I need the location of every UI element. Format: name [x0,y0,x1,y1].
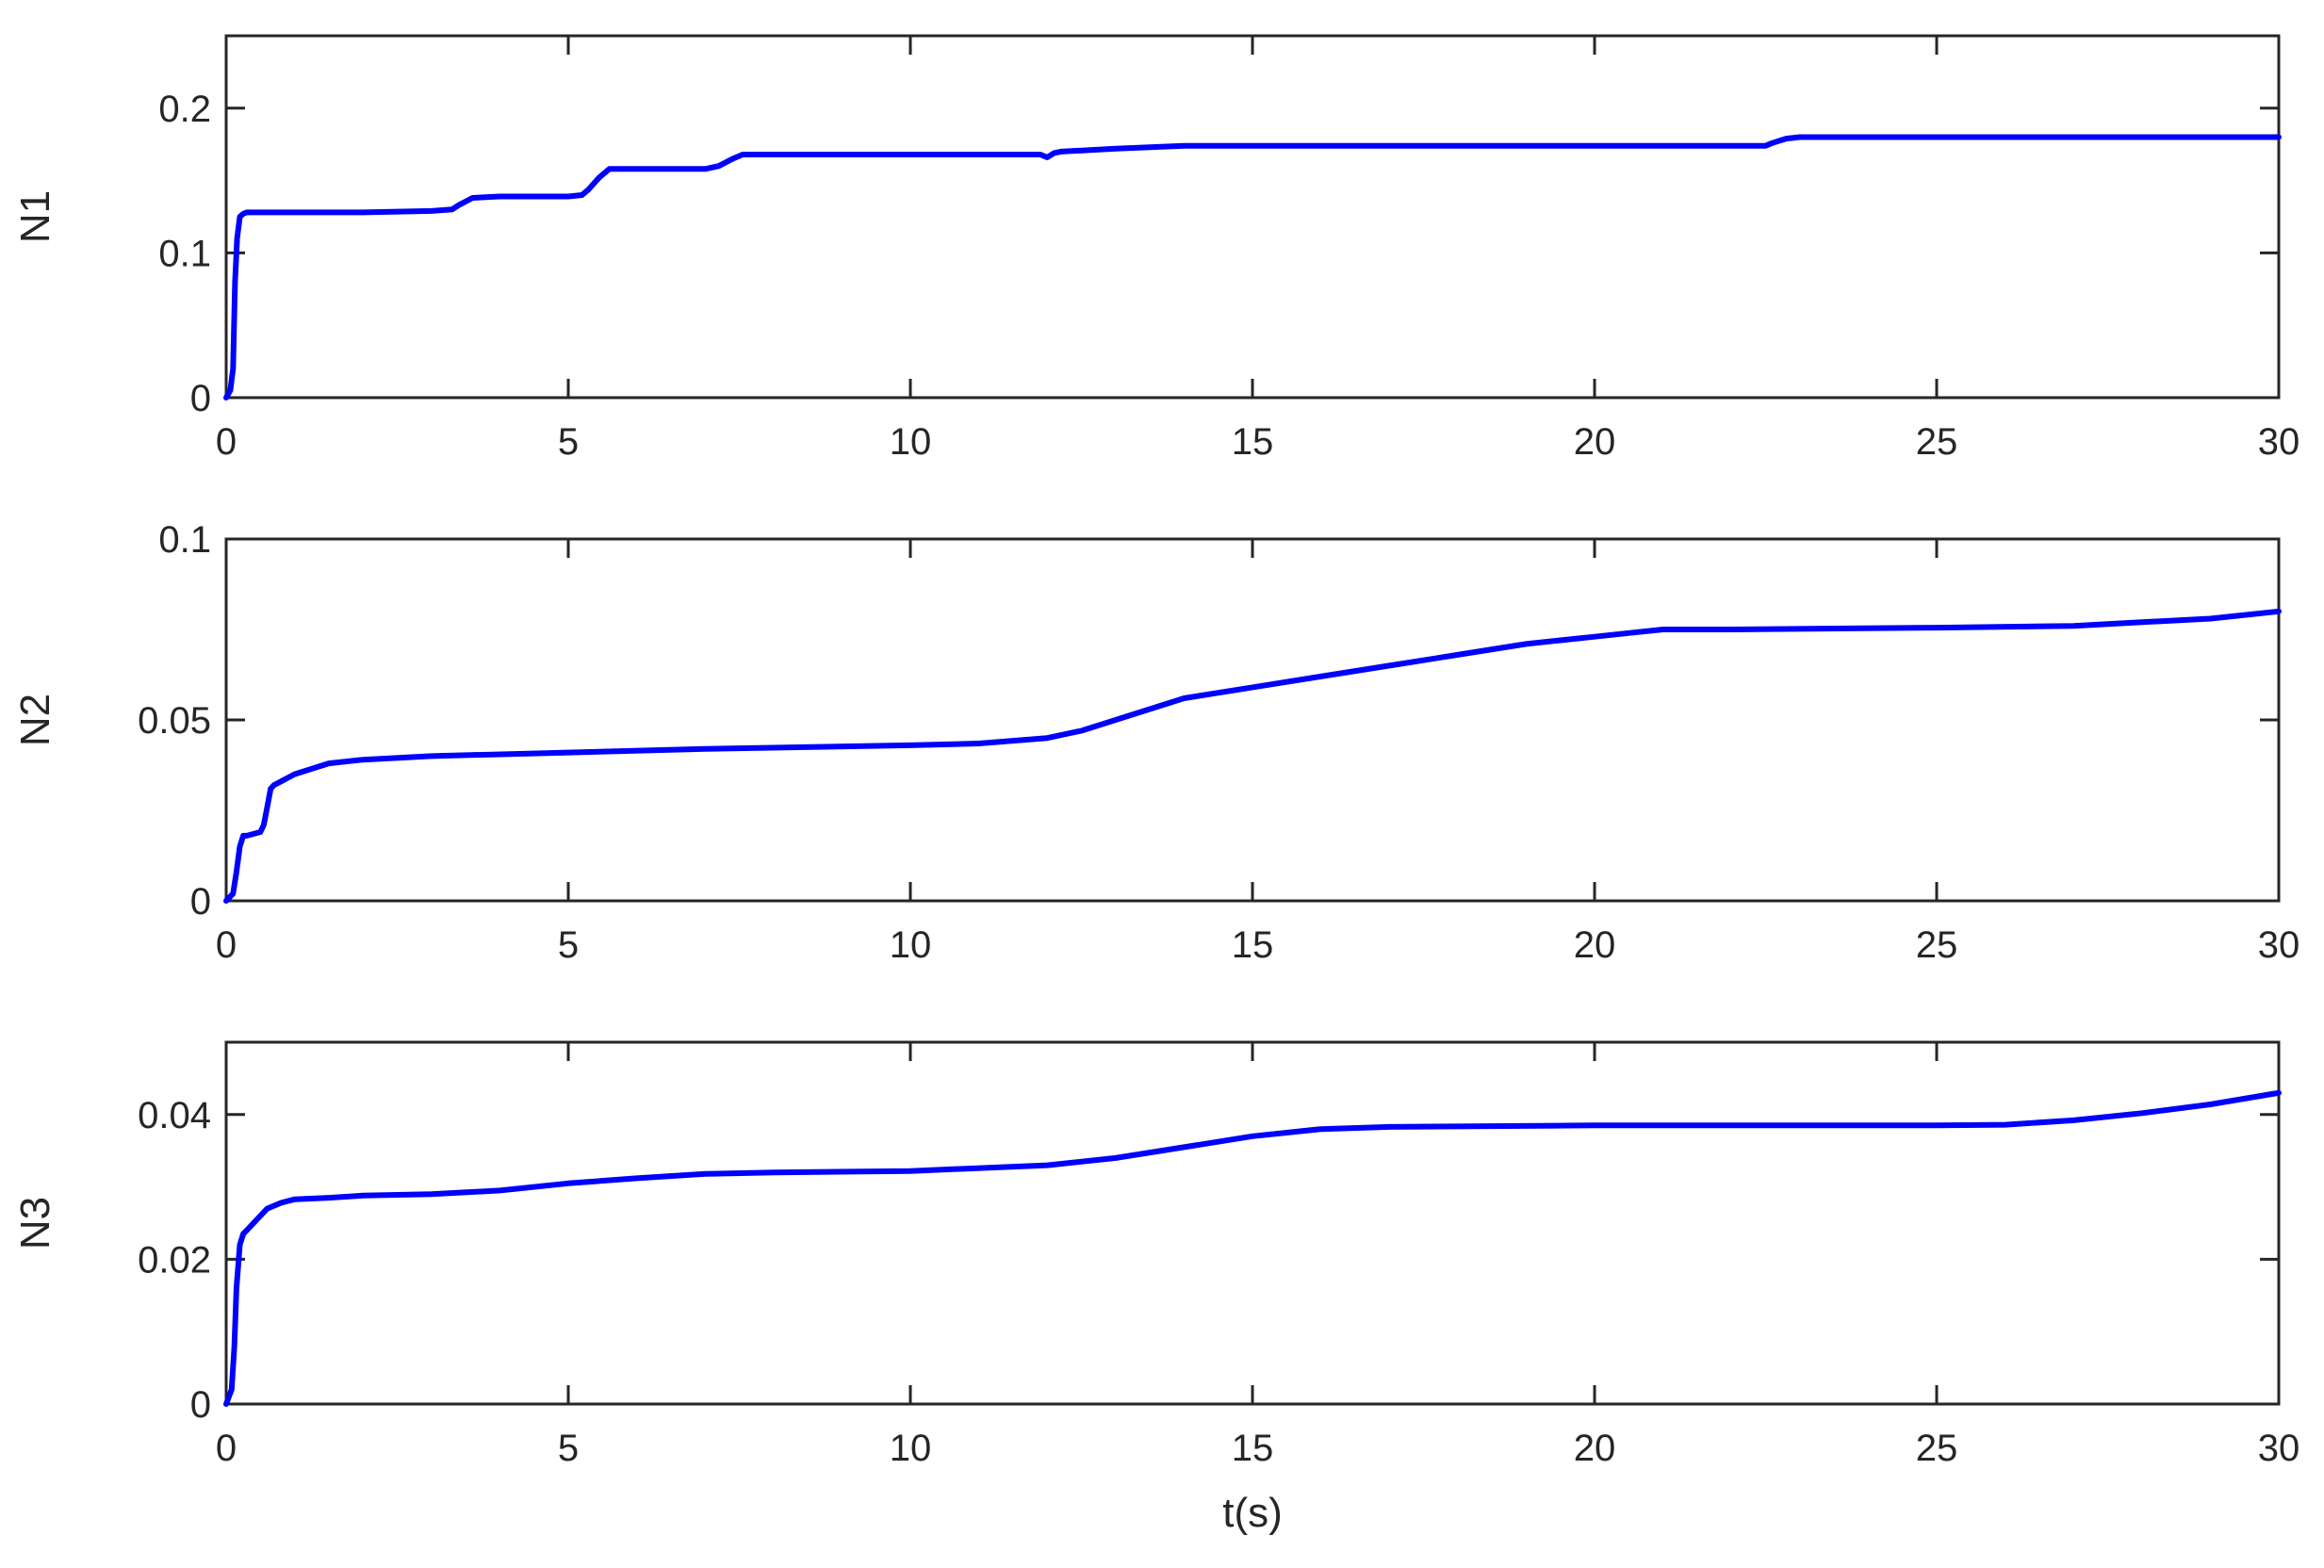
x-tick-label: 25 [1916,924,1958,966]
x-tick-label: 15 [1232,421,1274,463]
x-tick-label: 10 [890,421,932,463]
x-tick-label: 0 [216,421,237,463]
subplot-1: 0 5 10 15 20 25 30 0 0.1 0.2 N1 [12,34,2300,463]
x-axis-label: t(s) [1222,1490,1283,1536]
y-axis-label: N2 [12,694,58,746]
x-tick-label: 20 [1574,1428,1616,1469]
x-tick-label: 15 [1232,924,1274,966]
x-tick-label: 0 [216,1428,237,1469]
axes-box [224,1040,2281,1406]
y-tick-label: 0.1 [158,519,211,561]
x-tick-label: 25 [1916,421,1958,463]
y-tick-label: 0.02 [138,1239,211,1281]
series-line-2 [223,608,2282,904]
x-tick-label: 5 [558,924,579,966]
y-tick-label: 0.2 [158,89,211,130]
series-line-3 [223,1089,2282,1407]
x-tick-label: 30 [2258,924,2300,966]
y-tick-label: 0.1 [158,233,211,274]
series-line-1 [223,134,2282,400]
x-tick-label: 15 [1232,1428,1274,1469]
y-tick-label: 0 [190,1384,211,1426]
x-tick-label: 30 [2258,421,2300,463]
x-tick-label: 0 [216,924,237,966]
y-axis-label: N3 [12,1197,58,1250]
y-tick-label: 0.05 [138,700,211,742]
x-tick-label: 10 [890,1428,932,1469]
x-tick-label: 20 [1574,421,1616,463]
axes-box [224,34,2281,400]
x-tick-label: 20 [1574,924,1616,966]
subplot-2: 0 5 10 15 20 25 30 0 0.05 0.1 N2 [12,519,2299,966]
y-axis-label: N1 [12,190,58,243]
x-tick-label: 10 [890,924,932,966]
axes-box [224,537,2281,903]
y-tick-label: 0.04 [138,1095,211,1136]
y-tick-label: 0 [190,378,211,419]
y-tick-label: 0 [190,881,211,923]
x-tick-label: 5 [558,1428,579,1469]
x-tick-label: 5 [558,421,579,463]
x-tick-label: 25 [1916,1428,1958,1469]
x-tick-label: 30 [2258,1428,2300,1469]
subplot-3: 0 5 10 15 20 25 30 0 0.02 0.04 N3 t(s) [12,1040,2300,1536]
